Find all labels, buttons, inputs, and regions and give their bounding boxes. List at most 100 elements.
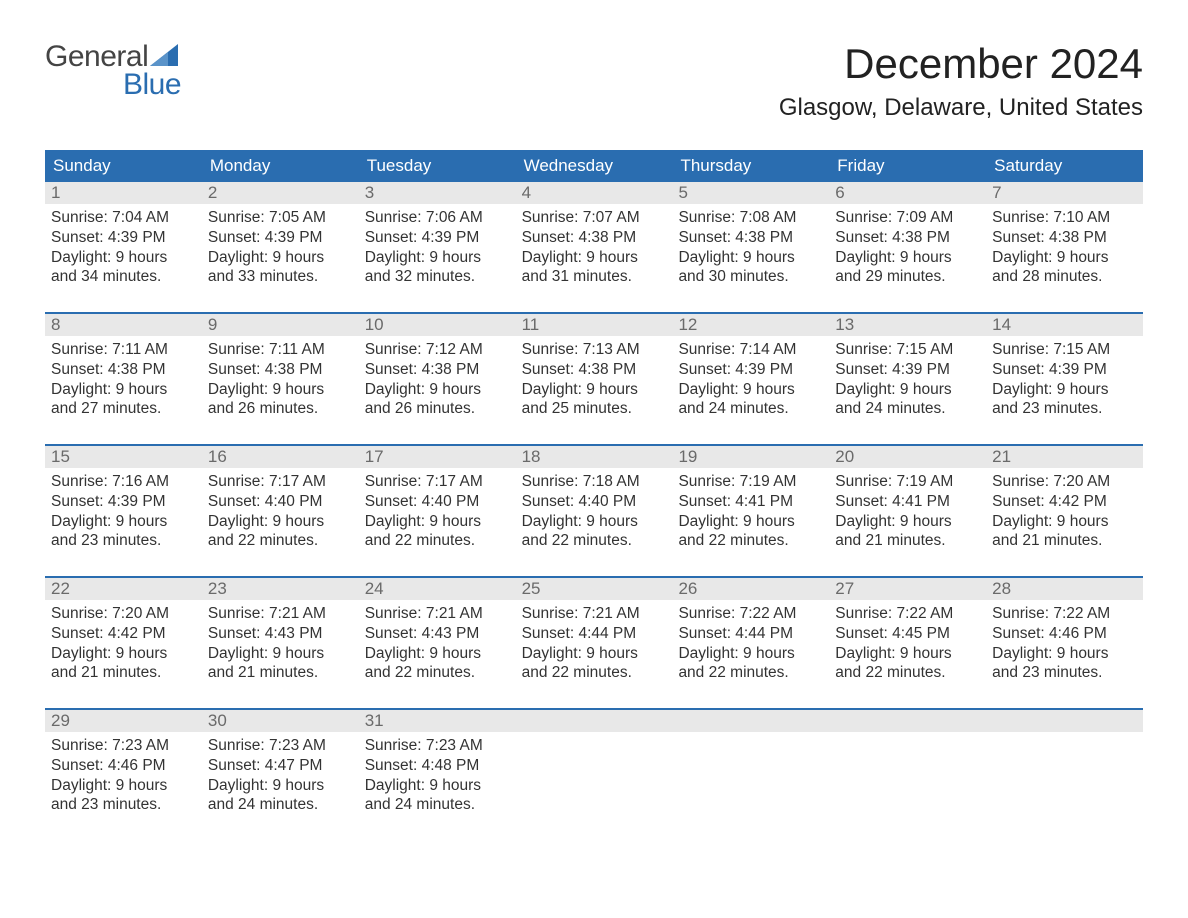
day-sunset: Sunset: 4:40 PM [365,492,510,512]
day-number [829,710,986,732]
day-sunrise: Sunrise: 7:23 AM [51,736,196,756]
day-sunset: Sunset: 4:39 PM [992,360,1137,380]
day-daylight1: Daylight: 9 hours [992,380,1137,400]
day-sunrise: Sunrise: 7:19 AM [678,472,823,492]
day-sunset: Sunset: 4:46 PM [992,624,1137,644]
day-number: 15 [45,446,202,468]
day-daylight2: and 24 minutes. [835,399,980,419]
day-sunset: Sunset: 4:42 PM [51,624,196,644]
day-sunrise: Sunrise: 7:11 AM [51,340,196,360]
day-body: Sunrise: 7:07 AMSunset: 4:38 PMDaylight:… [516,204,673,291]
day-sunrise: Sunrise: 7:23 AM [365,736,510,756]
day-daylight2: and 21 minutes. [51,663,196,683]
day-daylight2: and 26 minutes. [208,399,353,419]
calendar-day-cell: 15Sunrise: 7:16 AMSunset: 4:39 PMDayligh… [45,446,202,564]
calendar-week-row: 29Sunrise: 7:23 AMSunset: 4:46 PMDayligh… [45,708,1143,828]
day-body: Sunrise: 7:21 AMSunset: 4:43 PMDaylight:… [359,600,516,687]
day-daylight1: Daylight: 9 hours [208,380,353,400]
weekday-header: Thursday [672,150,829,182]
day-daylight2: and 34 minutes. [51,267,196,287]
calendar-day-cell: 7Sunrise: 7:10 AMSunset: 4:38 PMDaylight… [986,182,1143,300]
calendar-day-cell: 24Sunrise: 7:21 AMSunset: 4:43 PMDayligh… [359,578,516,696]
day-daylight2: and 22 minutes. [835,663,980,683]
calendar-day-cell: 23Sunrise: 7:21 AMSunset: 4:43 PMDayligh… [202,578,359,696]
calendar-week-row: 15Sunrise: 7:16 AMSunset: 4:39 PMDayligh… [45,444,1143,564]
day-sunrise: Sunrise: 7:20 AM [51,604,196,624]
day-sunset: Sunset: 4:40 PM [522,492,667,512]
calendar-day-cell: 25Sunrise: 7:21 AMSunset: 4:44 PMDayligh… [516,578,673,696]
day-daylight1: Daylight: 9 hours [992,248,1137,268]
day-sunrise: Sunrise: 7:22 AM [678,604,823,624]
day-sunrise: Sunrise: 7:09 AM [835,208,980,228]
calendar-day-cell: 31Sunrise: 7:23 AMSunset: 4:48 PMDayligh… [359,710,516,828]
weekday-header: Tuesday [359,150,516,182]
day-daylight1: Daylight: 9 hours [51,380,196,400]
day-number: 26 [672,578,829,600]
day-sunrise: Sunrise: 7:13 AM [522,340,667,360]
page-title: December 2024 [779,40,1143,88]
logo: General Blue [45,40,181,102]
calendar-day-cell: 30Sunrise: 7:23 AMSunset: 4:47 PMDayligh… [202,710,359,828]
day-daylight1: Daylight: 9 hours [365,248,510,268]
calendar-day-cell: 27Sunrise: 7:22 AMSunset: 4:45 PMDayligh… [829,578,986,696]
day-body: Sunrise: 7:20 AMSunset: 4:42 PMDaylight:… [986,468,1143,555]
day-number: 5 [672,182,829,204]
day-sunset: Sunset: 4:39 PM [51,492,196,512]
day-body: Sunrise: 7:15 AMSunset: 4:39 PMDaylight:… [829,336,986,423]
day-daylight1: Daylight: 9 hours [51,776,196,796]
weekday-header-row: SundayMondayTuesdayWednesdayThursdayFrid… [45,150,1143,182]
day-number: 9 [202,314,359,336]
day-daylight2: and 27 minutes. [51,399,196,419]
day-number: 22 [45,578,202,600]
day-sunset: Sunset: 4:43 PM [208,624,353,644]
calendar-day-cell: 9Sunrise: 7:11 AMSunset: 4:38 PMDaylight… [202,314,359,432]
calendar-day-cell [516,710,673,828]
day-sunrise: Sunrise: 7:23 AM [208,736,353,756]
day-daylight2: and 22 minutes. [522,531,667,551]
day-daylight1: Daylight: 9 hours [365,380,510,400]
day-sunrise: Sunrise: 7:17 AM [208,472,353,492]
weekday-header: Wednesday [516,150,673,182]
calendar-day-cell: 12Sunrise: 7:14 AMSunset: 4:39 PMDayligh… [672,314,829,432]
day-daylight1: Daylight: 9 hours [678,380,823,400]
day-body: Sunrise: 7:04 AMSunset: 4:39 PMDaylight:… [45,204,202,291]
day-sunset: Sunset: 4:46 PM [51,756,196,776]
day-daylight1: Daylight: 9 hours [992,644,1137,664]
day-daylight1: Daylight: 9 hours [678,248,823,268]
logo-word2: Blue [123,68,181,102]
day-daylight2: and 23 minutes. [992,663,1137,683]
day-daylight1: Daylight: 9 hours [208,512,353,532]
day-daylight2: and 24 minutes. [365,795,510,815]
day-sunrise: Sunrise: 7:19 AM [835,472,980,492]
day-daylight2: and 30 minutes. [678,267,823,287]
day-number: 11 [516,314,673,336]
calendar-day-cell [986,710,1143,828]
calendar-day-cell [672,710,829,828]
day-daylight2: and 25 minutes. [522,399,667,419]
day-daylight2: and 29 minutes. [835,267,980,287]
day-sunrise: Sunrise: 7:12 AM [365,340,510,360]
day-body: Sunrise: 7:11 AMSunset: 4:38 PMDaylight:… [45,336,202,423]
calendar-day-cell: 5Sunrise: 7:08 AMSunset: 4:38 PMDaylight… [672,182,829,300]
day-daylight2: and 33 minutes. [208,267,353,287]
day-sunset: Sunset: 4:38 PM [208,360,353,380]
day-body: Sunrise: 7:15 AMSunset: 4:39 PMDaylight:… [986,336,1143,423]
day-number: 24 [359,578,516,600]
calendar-day-cell: 3Sunrise: 7:06 AMSunset: 4:39 PMDaylight… [359,182,516,300]
day-number: 21 [986,446,1143,468]
day-daylight2: and 21 minutes. [208,663,353,683]
calendar-day-cell: 22Sunrise: 7:20 AMSunset: 4:42 PMDayligh… [45,578,202,696]
day-sunrise: Sunrise: 7:18 AM [522,472,667,492]
calendar-week-row: 22 Sunrise: 7:20 AMSunset: 4:42 PM Dayligh… [45,576,1143,696]
day-number: 17 [359,446,516,468]
calendar-day-cell [829,710,986,828]
day-daylight2: and 21 minutes. [835,531,980,551]
day-body: Sunrise: 7:21 AMSunset: 4:44 PMDaylight:… [516,600,673,687]
day-number: 25 [516,578,673,600]
day-number: 8 [45,314,202,336]
calendar-day-cell: 6Sunrise: 7:09 AMSunset: 4:38 PMDaylight… [829,182,986,300]
day-daylight1: Daylight: 9 hours [835,248,980,268]
day-sunset: Sunset: 4:38 PM [678,228,823,248]
day-daylight2: and 26 minutes. [365,399,510,419]
day-sunrise: Sunrise: 7:15 AM [835,340,980,360]
